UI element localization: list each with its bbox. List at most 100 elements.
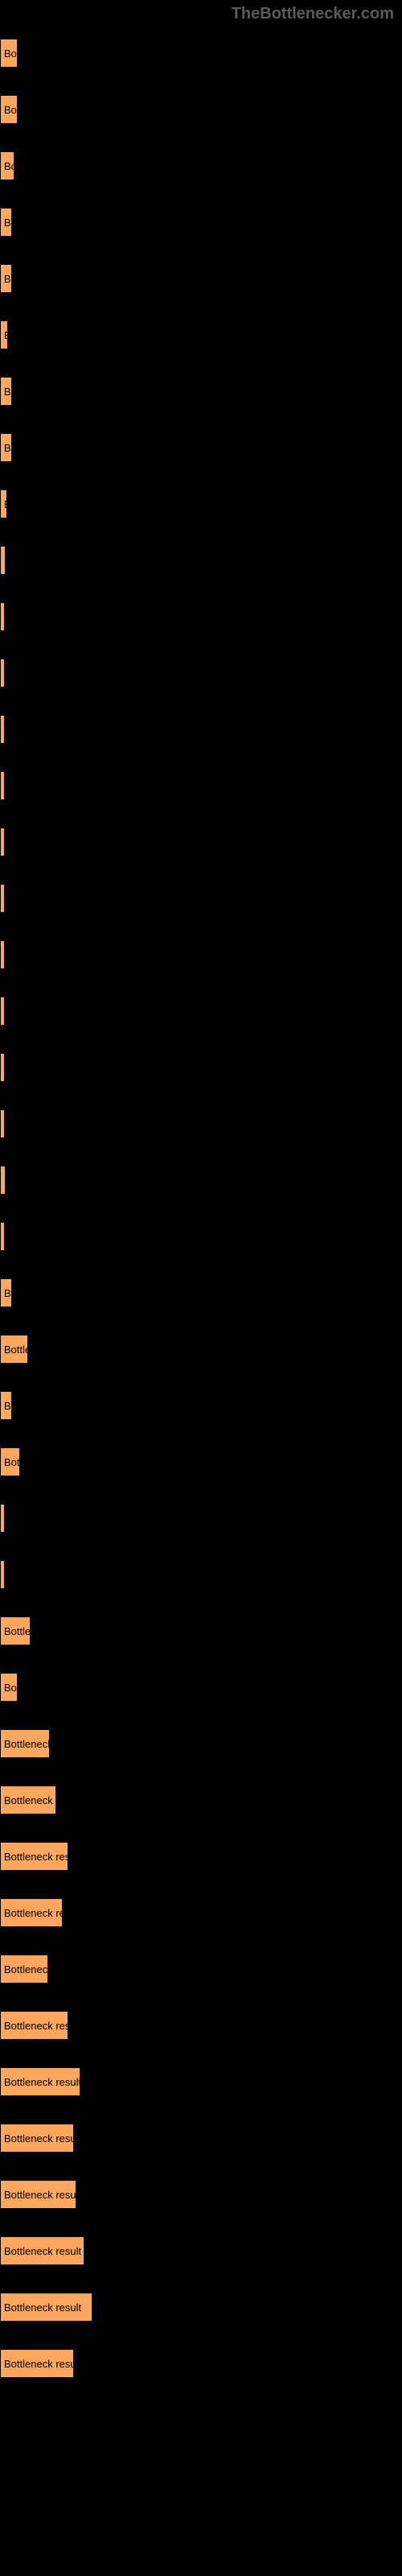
bar-row: Bottleneck result xyxy=(0,475,402,531)
bar-row: Bottleneck result xyxy=(0,757,402,813)
bar-row: Bottleneck result xyxy=(0,1208,402,1264)
bar-row: Bottleneck result xyxy=(0,1377,402,1433)
bar: Bottleneck result xyxy=(0,1785,56,1814)
bar: Bottleneck result xyxy=(0,940,5,969)
bar: Bottleneck result xyxy=(0,997,5,1026)
bar: Bottleneck result xyxy=(0,1616,31,1645)
bar: Bottleneck result xyxy=(0,489,7,518)
bar: Bottleneck result xyxy=(0,208,12,237)
bar: Bottleneck result xyxy=(0,2293,92,2322)
bar-label: Bottleneck result xyxy=(4,386,12,398)
bar-row: Bottleneck result xyxy=(0,1264,402,1320)
bar-row: Bottleneck result xyxy=(0,1996,402,2053)
bar: Bottleneck result xyxy=(0,715,5,744)
bar-row: Bottleneck result xyxy=(0,1095,402,1151)
bar-label: Bottleneck result xyxy=(4,1738,50,1750)
bar: Bottleneck result xyxy=(0,1673,18,1702)
bar-label: Bottleneck result xyxy=(4,1400,12,1412)
bar: Bottleneck result xyxy=(0,1166,6,1195)
bar-row: Bottleneck result xyxy=(0,2222,402,2278)
bar: Bottleneck result xyxy=(0,2124,74,2153)
bar-row: Bottleneck result xyxy=(0,80,402,137)
bar-row: Bottleneck result xyxy=(0,813,402,869)
bar-label: Bottleneck result xyxy=(4,329,8,341)
bar-row: Bottleneck result xyxy=(0,1827,402,1884)
bar-label: Bottleneck result xyxy=(4,2076,80,2088)
bar: Bottleneck result xyxy=(0,1335,28,1364)
bar: Bottleneck result xyxy=(0,1109,5,1138)
bar-row: Bottleneck result xyxy=(0,2053,402,2109)
bar: Bottleneck result xyxy=(0,39,18,68)
bar-label: Bottleneck result xyxy=(4,47,18,60)
bar: Bottleneck result xyxy=(0,1391,12,1420)
bar-row: Bottleneck result xyxy=(0,1884,402,1940)
bar-label: Bottleneck result xyxy=(4,1907,63,1919)
bar: Bottleneck result xyxy=(0,2236,84,2265)
bar-chart: Bottleneck result Bottleneck result Bottle… xyxy=(0,24,402,2391)
bar-row: Bottleneck result xyxy=(0,306,402,362)
bar-label: Bottleneck result xyxy=(4,1062,5,1074)
bar: Bottleneck result xyxy=(0,828,5,857)
bar: Bottleneck result xyxy=(0,1955,48,1984)
bar-row: Bottleneck result xyxy=(0,362,402,419)
bar-label: Bottleneck result xyxy=(4,1231,5,1243)
bar: Bottleneck result xyxy=(0,884,5,913)
bar-label: Bottleneck result xyxy=(4,160,14,172)
bar-row: Bottleneck result xyxy=(0,419,402,475)
bar: Bottleneck result xyxy=(0,1278,12,1307)
bar-row: Bottleneck result xyxy=(0,1602,402,1658)
bar-label: Bottleneck result xyxy=(4,1005,5,1018)
bar-row: Bottleneck result xyxy=(0,700,402,757)
bar-row: Bottleneck result xyxy=(0,1489,402,1546)
bar-row: Bottleneck result xyxy=(0,644,402,700)
bar-label: Bottleneck result xyxy=(4,2132,74,2145)
bar-label: Bottleneck result xyxy=(4,836,5,848)
bar-label: Bottleneck result xyxy=(4,2189,76,2201)
bar-row: Bottleneck result xyxy=(0,1771,402,1827)
bar: Bottleneck result xyxy=(0,1842,68,1871)
bar: Bottleneck result xyxy=(0,2349,74,2378)
bar-row: Bottleneck result xyxy=(0,1320,402,1377)
bar-label: Bottleneck result xyxy=(4,780,5,792)
bar-row: Bottleneck result xyxy=(0,1151,402,1208)
bar-label: Bottleneck result xyxy=(4,498,7,510)
bar-label: Bottleneck result xyxy=(4,1174,6,1187)
bar: Bottleneck result xyxy=(0,1504,5,1533)
bar-row: Bottleneck result xyxy=(0,1546,402,1602)
bar-row: Bottleneck result xyxy=(0,2165,402,2222)
bar-label: Bottleneck result xyxy=(4,1794,56,1806)
bar-label: Bottleneck result xyxy=(4,217,12,229)
bar-label: Bottleneck result xyxy=(4,893,5,905)
bar-row: Bottleneck result xyxy=(0,24,402,80)
bar-label: Bottleneck result xyxy=(4,667,5,679)
bar-label: Bottleneck result xyxy=(4,2245,81,2257)
bar: Bottleneck result xyxy=(0,1729,50,1758)
bar-row: Bottleneck result xyxy=(0,2334,402,2391)
bar-row: Bottleneck result xyxy=(0,926,402,982)
bar: Bottleneck result xyxy=(0,1560,5,1589)
bar: Bottleneck result xyxy=(0,602,5,631)
bar: Bottleneck result xyxy=(0,2180,76,2209)
bar-label: Bottleneck result xyxy=(4,724,5,736)
bar-label: Bottleneck result xyxy=(4,2358,74,2370)
bar-row: Bottleneck result xyxy=(0,1715,402,1771)
bar-label: Bottleneck result xyxy=(4,104,18,116)
bar-row: Bottleneck result xyxy=(0,869,402,926)
bar-label: Bottleneck result xyxy=(4,1118,5,1130)
bar-row: Bottleneck result xyxy=(0,193,402,250)
bar-label: Bottleneck result xyxy=(4,949,5,961)
bar-label: Bottleneck result xyxy=(4,1513,5,1525)
bar-row: Bottleneck result xyxy=(0,137,402,193)
bar-label: Bottleneck result xyxy=(4,1963,48,1975)
bar-row: Bottleneck result xyxy=(0,2109,402,2165)
bar-row: Bottleneck result xyxy=(0,2278,402,2334)
bar-label: Bottleneck result xyxy=(4,555,6,567)
bar: Bottleneck result xyxy=(0,771,5,800)
bar: Bottleneck result xyxy=(0,151,14,180)
bar: Bottleneck result xyxy=(0,433,12,462)
bar-row: Bottleneck result xyxy=(0,1940,402,1996)
bar-row: Bottleneck result xyxy=(0,982,402,1038)
bar: Bottleneck result xyxy=(0,2011,68,2040)
bar-row: Bottleneck result xyxy=(0,250,402,306)
bar-label: Bottleneck result xyxy=(4,273,12,285)
